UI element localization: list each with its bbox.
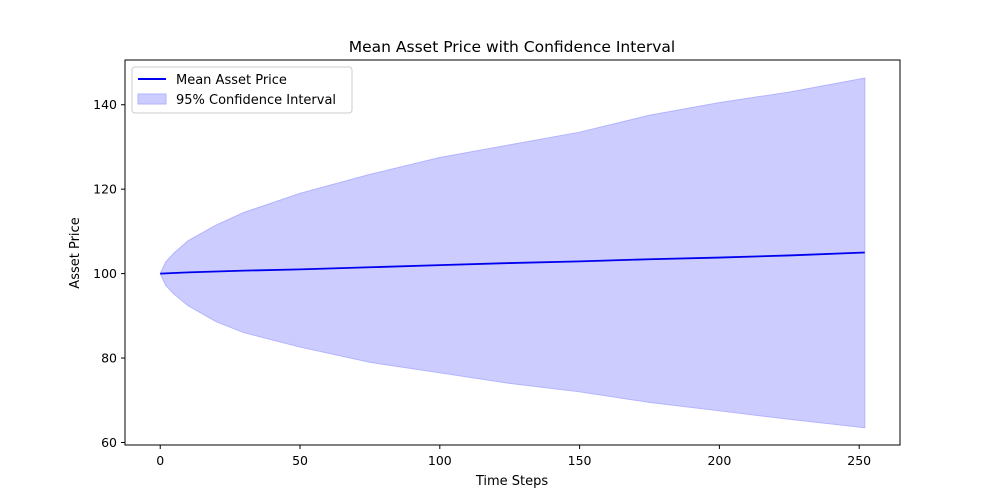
mean-asset-price-line bbox=[160, 251, 865, 275]
y-axis-title: Asset Price bbox=[68, 217, 83, 288]
x-axis-title: Time Steps bbox=[475, 474, 549, 489]
legend-swatch-confidence-band bbox=[137, 93, 167, 105]
y-tick-label: 120 bbox=[93, 182, 117, 197]
x-tick-label: 200 bbox=[707, 453, 731, 468]
legend-box bbox=[131, 66, 353, 114]
plot-frame bbox=[124, 59, 901, 446]
y-tick-label: 140 bbox=[93, 97, 117, 112]
legend: Mean Asset Price 95% Confidence Interval bbox=[131, 66, 353, 114]
y-tick-label: 80 bbox=[101, 351, 117, 366]
x-tick-label: 250 bbox=[847, 453, 871, 468]
x-axis-ticks: 0 50 100 150 200 250 bbox=[156, 445, 871, 468]
y-axis-ticks: 60 80 100 120 140 bbox=[93, 97, 125, 450]
x-tick-label: 100 bbox=[428, 453, 452, 468]
x-tick-label: 150 bbox=[568, 453, 592, 468]
chart-title: Mean Asset Price with Confidence Interva… bbox=[349, 38, 675, 56]
legend-label-mean: Mean Asset Price bbox=[176, 73, 287, 88]
legend-label-band: 95% Confidence Interval bbox=[176, 93, 336, 108]
y-tick-label: 100 bbox=[93, 266, 117, 281]
y-tick-label: 60 bbox=[101, 435, 117, 450]
mean-line-layer bbox=[160, 251, 865, 275]
x-tick-label: 50 bbox=[292, 453, 308, 468]
x-tick-label: 0 bbox=[156, 453, 164, 468]
